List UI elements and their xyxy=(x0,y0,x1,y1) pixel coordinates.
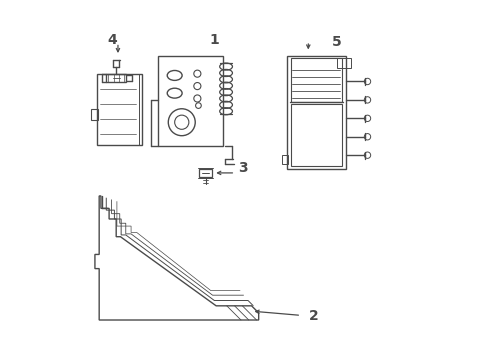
Bar xyxy=(91,109,98,120)
Bar xyxy=(336,58,350,68)
Bar xyxy=(199,168,211,177)
Text: 2: 2 xyxy=(308,310,318,324)
Bar xyxy=(286,56,345,169)
Bar xyxy=(290,58,341,102)
Text: 5: 5 xyxy=(331,35,341,49)
Text: 3: 3 xyxy=(238,161,247,175)
Bar xyxy=(281,155,287,164)
Bar xyxy=(106,74,126,82)
Text: 4: 4 xyxy=(107,33,117,47)
Bar xyxy=(97,74,142,145)
Text: 1: 1 xyxy=(209,33,219,47)
Bar xyxy=(290,104,341,166)
Bar xyxy=(157,56,223,146)
